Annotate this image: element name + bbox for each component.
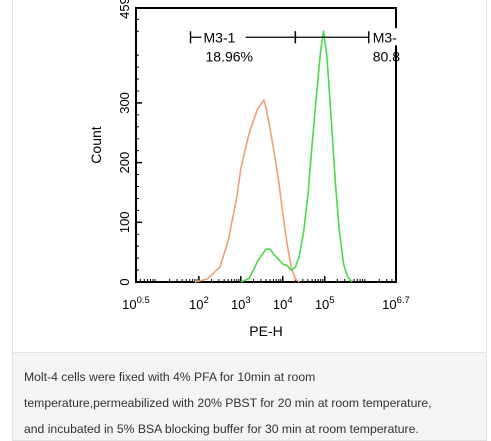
- x-tick-label: 102: [189, 295, 209, 312]
- y-axis-label: Count: [88, 126, 104, 163]
- gate-name-label: M3-: [373, 29, 397, 45]
- gate-percent-label: 80.8: [373, 48, 400, 64]
- y-tick-label: 0: [117, 278, 132, 285]
- x-axis-label: PE-H: [249, 323, 282, 339]
- gate-marker: M3- 80.8: [294, 28, 403, 64]
- orange-series-curve: [194, 99, 300, 283]
- gate-label-background: [370, 28, 403, 46]
- gate-name-label: M3-1: [204, 29, 236, 45]
- y-tick-label: 300: [117, 92, 132, 114]
- figure-caption: Molt-4 cells were fixed with 4% PFA for …: [12, 352, 487, 441]
- y-tick-label: 100: [117, 211, 132, 233]
- x-tick-label: 104: [273, 295, 293, 312]
- caption-line: Molt-4 cells were fixed with 4% PFA for …: [24, 370, 316, 384]
- caption-line: and incubated in 5% BSA blocking buffer …: [24, 422, 419, 436]
- green-series-curve: [240, 30, 353, 283]
- x-tick-label: 103: [231, 295, 251, 312]
- x-tick-label: 100.5: [122, 295, 150, 312]
- y-tick-label: 200: [117, 152, 132, 174]
- plot-frame: [135, 7, 397, 283]
- gate-marker: M3-1 18.96%: [189, 28, 297, 64]
- caption-line: temperature,permeabilized with 20% PBST …: [24, 396, 432, 410]
- x-tick-label: 106.7: [382, 295, 410, 312]
- y-tick-label: 459: [117, 0, 132, 19]
- x-tick-label: 105: [315, 295, 335, 312]
- figure-panel: 100.5 102 103 104 105 106.7 0 100 200 300 459 M3-1…: [12, 0, 487, 352]
- gate-percent-label: 18.96%: [206, 48, 253, 64]
- gate-label-background: [201, 28, 246, 46]
